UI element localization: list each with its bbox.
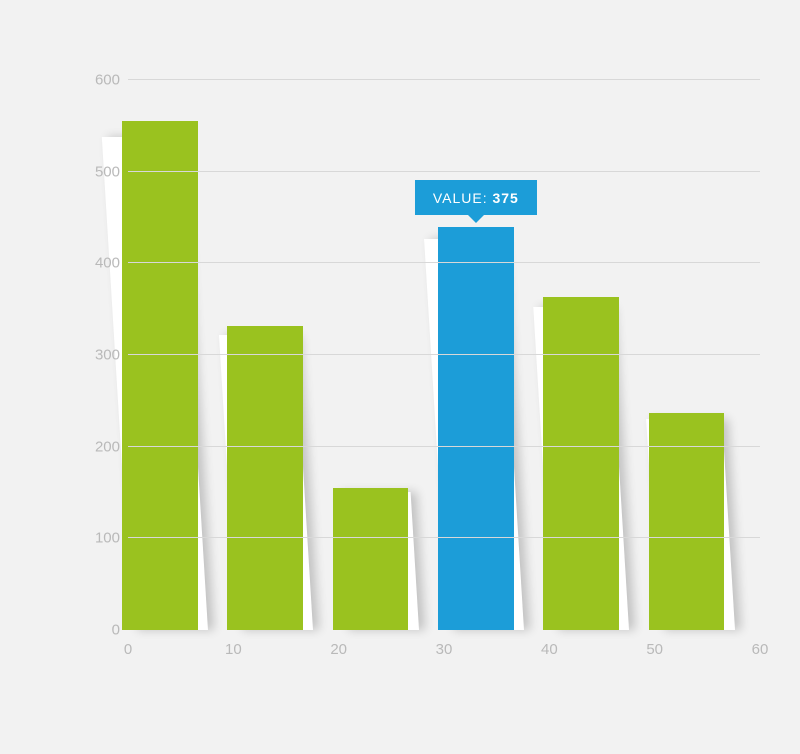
- x-tick-label: 30: [436, 641, 453, 658]
- gridline: [128, 262, 760, 263]
- x-tick-label: 20: [330, 641, 347, 658]
- plot-area: VALUE: 375: [128, 80, 760, 630]
- tooltip-label: VALUE:: [433, 190, 488, 206]
- bars-container: VALUE: 375: [128, 80, 760, 630]
- bar-rect: [122, 121, 198, 630]
- x-tick-label: 60: [752, 641, 769, 658]
- y-tick-label: 400: [80, 255, 120, 272]
- bar[interactable]: [227, 326, 303, 630]
- tooltip-value: 375: [492, 190, 518, 206]
- x-tick-label: 40: [541, 641, 558, 658]
- y-tick-label: 0: [80, 622, 120, 639]
- y-tick-label: 100: [80, 530, 120, 547]
- gridline: [128, 446, 760, 447]
- value-tooltip: VALUE: 375: [415, 180, 537, 215]
- x-tick-label: 50: [646, 641, 663, 658]
- x-tick-label: 10: [225, 641, 242, 658]
- y-tick-label: 600: [80, 72, 120, 89]
- bar[interactable]: VALUE: 375: [438, 227, 514, 630]
- y-tick-label: 200: [80, 438, 120, 455]
- bar-chart: VALUE: 375 01002003004005006000102030405…: [80, 80, 760, 670]
- bar-rect: [543, 297, 619, 630]
- y-tick-label: 500: [80, 163, 120, 180]
- y-tick-label: 300: [80, 347, 120, 364]
- gridline: [128, 354, 760, 355]
- gridline: [128, 171, 760, 172]
- bar-highlighted: [438, 227, 514, 630]
- gridline: [128, 79, 760, 80]
- bar-rect: [333, 488, 409, 630]
- bar[interactable]: [333, 488, 409, 630]
- bar[interactable]: [122, 121, 198, 630]
- x-tick-label: 0: [124, 641, 132, 658]
- gridline: [128, 537, 760, 538]
- bar[interactable]: [543, 297, 619, 630]
- bar-rect: [227, 326, 303, 630]
